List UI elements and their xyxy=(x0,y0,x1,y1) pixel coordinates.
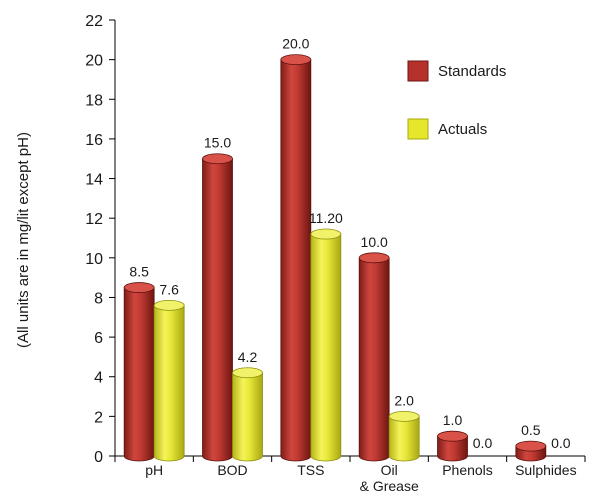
y-axis-title: (All units are in mg/lit except pH) xyxy=(15,132,32,348)
y-tick-label: 16 xyxy=(85,132,103,149)
bar xyxy=(153,299,185,462)
bar-body xyxy=(153,304,185,462)
bar xyxy=(310,228,342,462)
legend: Standards Actuals xyxy=(407,60,506,140)
data-label: 11.20 xyxy=(309,210,343,226)
y-tick-label: 12 xyxy=(85,211,103,228)
bars: 8.5 15.0 20.0 10.0 1.0 0.5 7.6 4.2 11.20 2.0 0.0 0.… xyxy=(123,36,571,462)
bar-top xyxy=(123,282,155,293)
bar-top xyxy=(388,410,420,422)
y-axis-label: (All units are in mg/lit except pH) xyxy=(15,132,32,348)
x-category-label: Phenols xyxy=(442,462,493,478)
bar xyxy=(437,430,468,462)
bar-top xyxy=(232,367,263,379)
bar xyxy=(388,410,420,462)
x-category-label: BOD xyxy=(217,462,247,478)
bar-body xyxy=(280,59,312,462)
category-labels: pH BOD TSS Oil & Grease Phenols Sulphides xyxy=(114,456,586,494)
bar-body xyxy=(437,435,468,462)
data-label: 0.5 xyxy=(521,422,541,438)
bar xyxy=(123,282,155,462)
legend-label-standards: Standards xyxy=(438,63,506,80)
data-label: 10.0 xyxy=(361,234,388,250)
x-category-label: pH xyxy=(145,462,163,478)
bar xyxy=(232,367,263,462)
axes xyxy=(114,20,585,457)
data-label: 20.0 xyxy=(282,36,309,52)
data-label: 1.0 xyxy=(443,412,463,428)
bar xyxy=(515,440,547,462)
bar xyxy=(358,252,390,462)
y-axis-ticks: 0 2 4 6 8 10 12 14 16 18 20 22 xyxy=(85,13,115,466)
bar-top xyxy=(310,228,342,240)
y-tick-label: 4 xyxy=(94,370,103,387)
y-tick-label: 0 xyxy=(94,449,103,466)
data-label: 8.5 xyxy=(129,264,149,280)
bar-top xyxy=(437,430,468,442)
y-tick-label: 8 xyxy=(94,290,103,307)
x-category-label: TSS xyxy=(297,462,324,478)
bar-top xyxy=(280,54,312,66)
bar-body xyxy=(358,257,390,462)
data-label: 15.0 xyxy=(204,135,231,151)
y-tick-label: 18 xyxy=(85,92,103,109)
bar-body xyxy=(123,287,155,462)
bar-body xyxy=(388,415,420,462)
y-tick-label: 10 xyxy=(85,251,103,268)
bar-top xyxy=(153,299,185,311)
bar xyxy=(280,54,312,462)
legend-label-actuals: Actuals xyxy=(438,121,487,138)
bar xyxy=(202,153,233,462)
data-label: 4.2 xyxy=(238,349,258,365)
y-tick-label: 2 xyxy=(94,409,103,426)
data-label: 7.6 xyxy=(159,281,179,297)
data-label: 0.0 xyxy=(473,435,493,451)
bar-top xyxy=(358,252,390,264)
bar-body xyxy=(232,372,263,462)
y-tick-label: 20 xyxy=(85,53,103,70)
y-tick-label: 22 xyxy=(85,13,103,30)
y-tick-label: 6 xyxy=(94,330,103,347)
bar-top xyxy=(202,153,233,165)
data-label: 2.0 xyxy=(394,392,414,408)
x-category-label: Oil & Grease xyxy=(360,462,419,494)
bar-body xyxy=(202,158,233,462)
bar-body xyxy=(310,233,342,462)
bar-top xyxy=(515,440,547,452)
data-label: 0.0 xyxy=(551,435,571,451)
y-tick-label: 14 xyxy=(85,172,103,189)
legend-swatch-standards xyxy=(407,60,429,82)
legend-swatch-actuals xyxy=(407,118,429,140)
x-category-label: Sulphides xyxy=(515,462,577,478)
